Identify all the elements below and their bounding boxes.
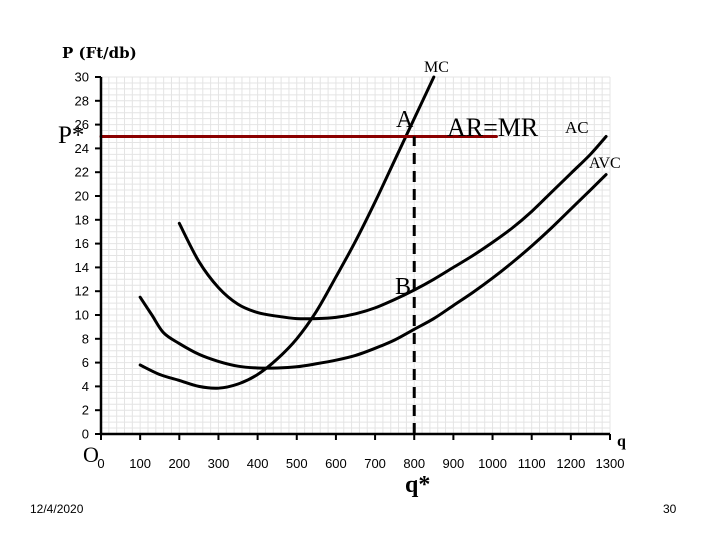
page-number: 30 <box>663 502 677 516</box>
y-tick-label: 30 <box>75 70 89 85</box>
footer-date: 12/4/2020 <box>30 502 84 516</box>
annotation-p-star: P* <box>58 122 84 149</box>
x-tick-label: 0 <box>97 456 104 471</box>
x-tick-label: 600 <box>325 456 347 471</box>
x-tick-label: 1200 <box>556 456 585 471</box>
x-tick-label: 1000 <box>478 456 507 471</box>
y-tick-label: 2 <box>82 403 89 418</box>
y-tick-label: 16 <box>75 236 89 251</box>
x-tick-label: 100 <box>129 456 151 471</box>
x-tick-label: 800 <box>403 456 425 471</box>
y-tick-label: 24 <box>75 141 89 156</box>
y-tick-label: 4 <box>82 379 89 394</box>
y-tick-label: 18 <box>75 212 89 227</box>
y-tick-label: 8 <box>82 331 89 346</box>
series-line-mc <box>138 75 436 390</box>
y-tick-label: 28 <box>75 93 89 108</box>
x-tick-label: 1300 <box>596 456 625 471</box>
x-tick-label: 400 <box>247 456 269 471</box>
y-tick-label: 20 <box>75 189 89 204</box>
y-tick-label: 12 <box>75 284 89 299</box>
x-tick-label: 900 <box>443 456 465 471</box>
series-label-ac: AC <box>565 118 589 137</box>
series-line-ac <box>177 135 608 321</box>
x-axis-label: q <box>617 433 626 450</box>
series-label-mc: MC <box>424 59 449 76</box>
axes <box>99 77 610 436</box>
series-layer <box>99 75 608 390</box>
annotation-a: A <box>396 107 414 133</box>
y-tick-label: 6 <box>82 355 89 370</box>
x-tick-label: 1100 <box>518 456 546 471</box>
y-axis-label: P (Ft/db) <box>62 44 137 62</box>
series-label-avc: AVC <box>589 155 621 172</box>
series-line-avc <box>138 173 608 370</box>
origin-label: O <box>83 442 99 467</box>
series-label-ar-mr: AR=MR <box>447 113 539 142</box>
x-tick-label: 300 <box>208 456 230 471</box>
y-tick-label: 0 <box>82 427 89 442</box>
x-tick-label: 500 <box>286 456 308 471</box>
x-tick-label: 700 <box>364 456 386 471</box>
annotation-b: B <box>395 274 411 300</box>
tick-labels: 0 100 200 300 400 500 600 700 800 900 1000 1100 1200… <box>75 70 625 472</box>
y-tick-label: 10 <box>75 308 89 323</box>
x-tick-label: 200 <box>168 456 190 471</box>
annotation-q-star: q* <box>405 472 430 498</box>
y-tick-label: 14 <box>75 260 89 275</box>
y-tick-label: 22 <box>75 165 89 180</box>
y-tick-label: 26 <box>75 117 89 132</box>
